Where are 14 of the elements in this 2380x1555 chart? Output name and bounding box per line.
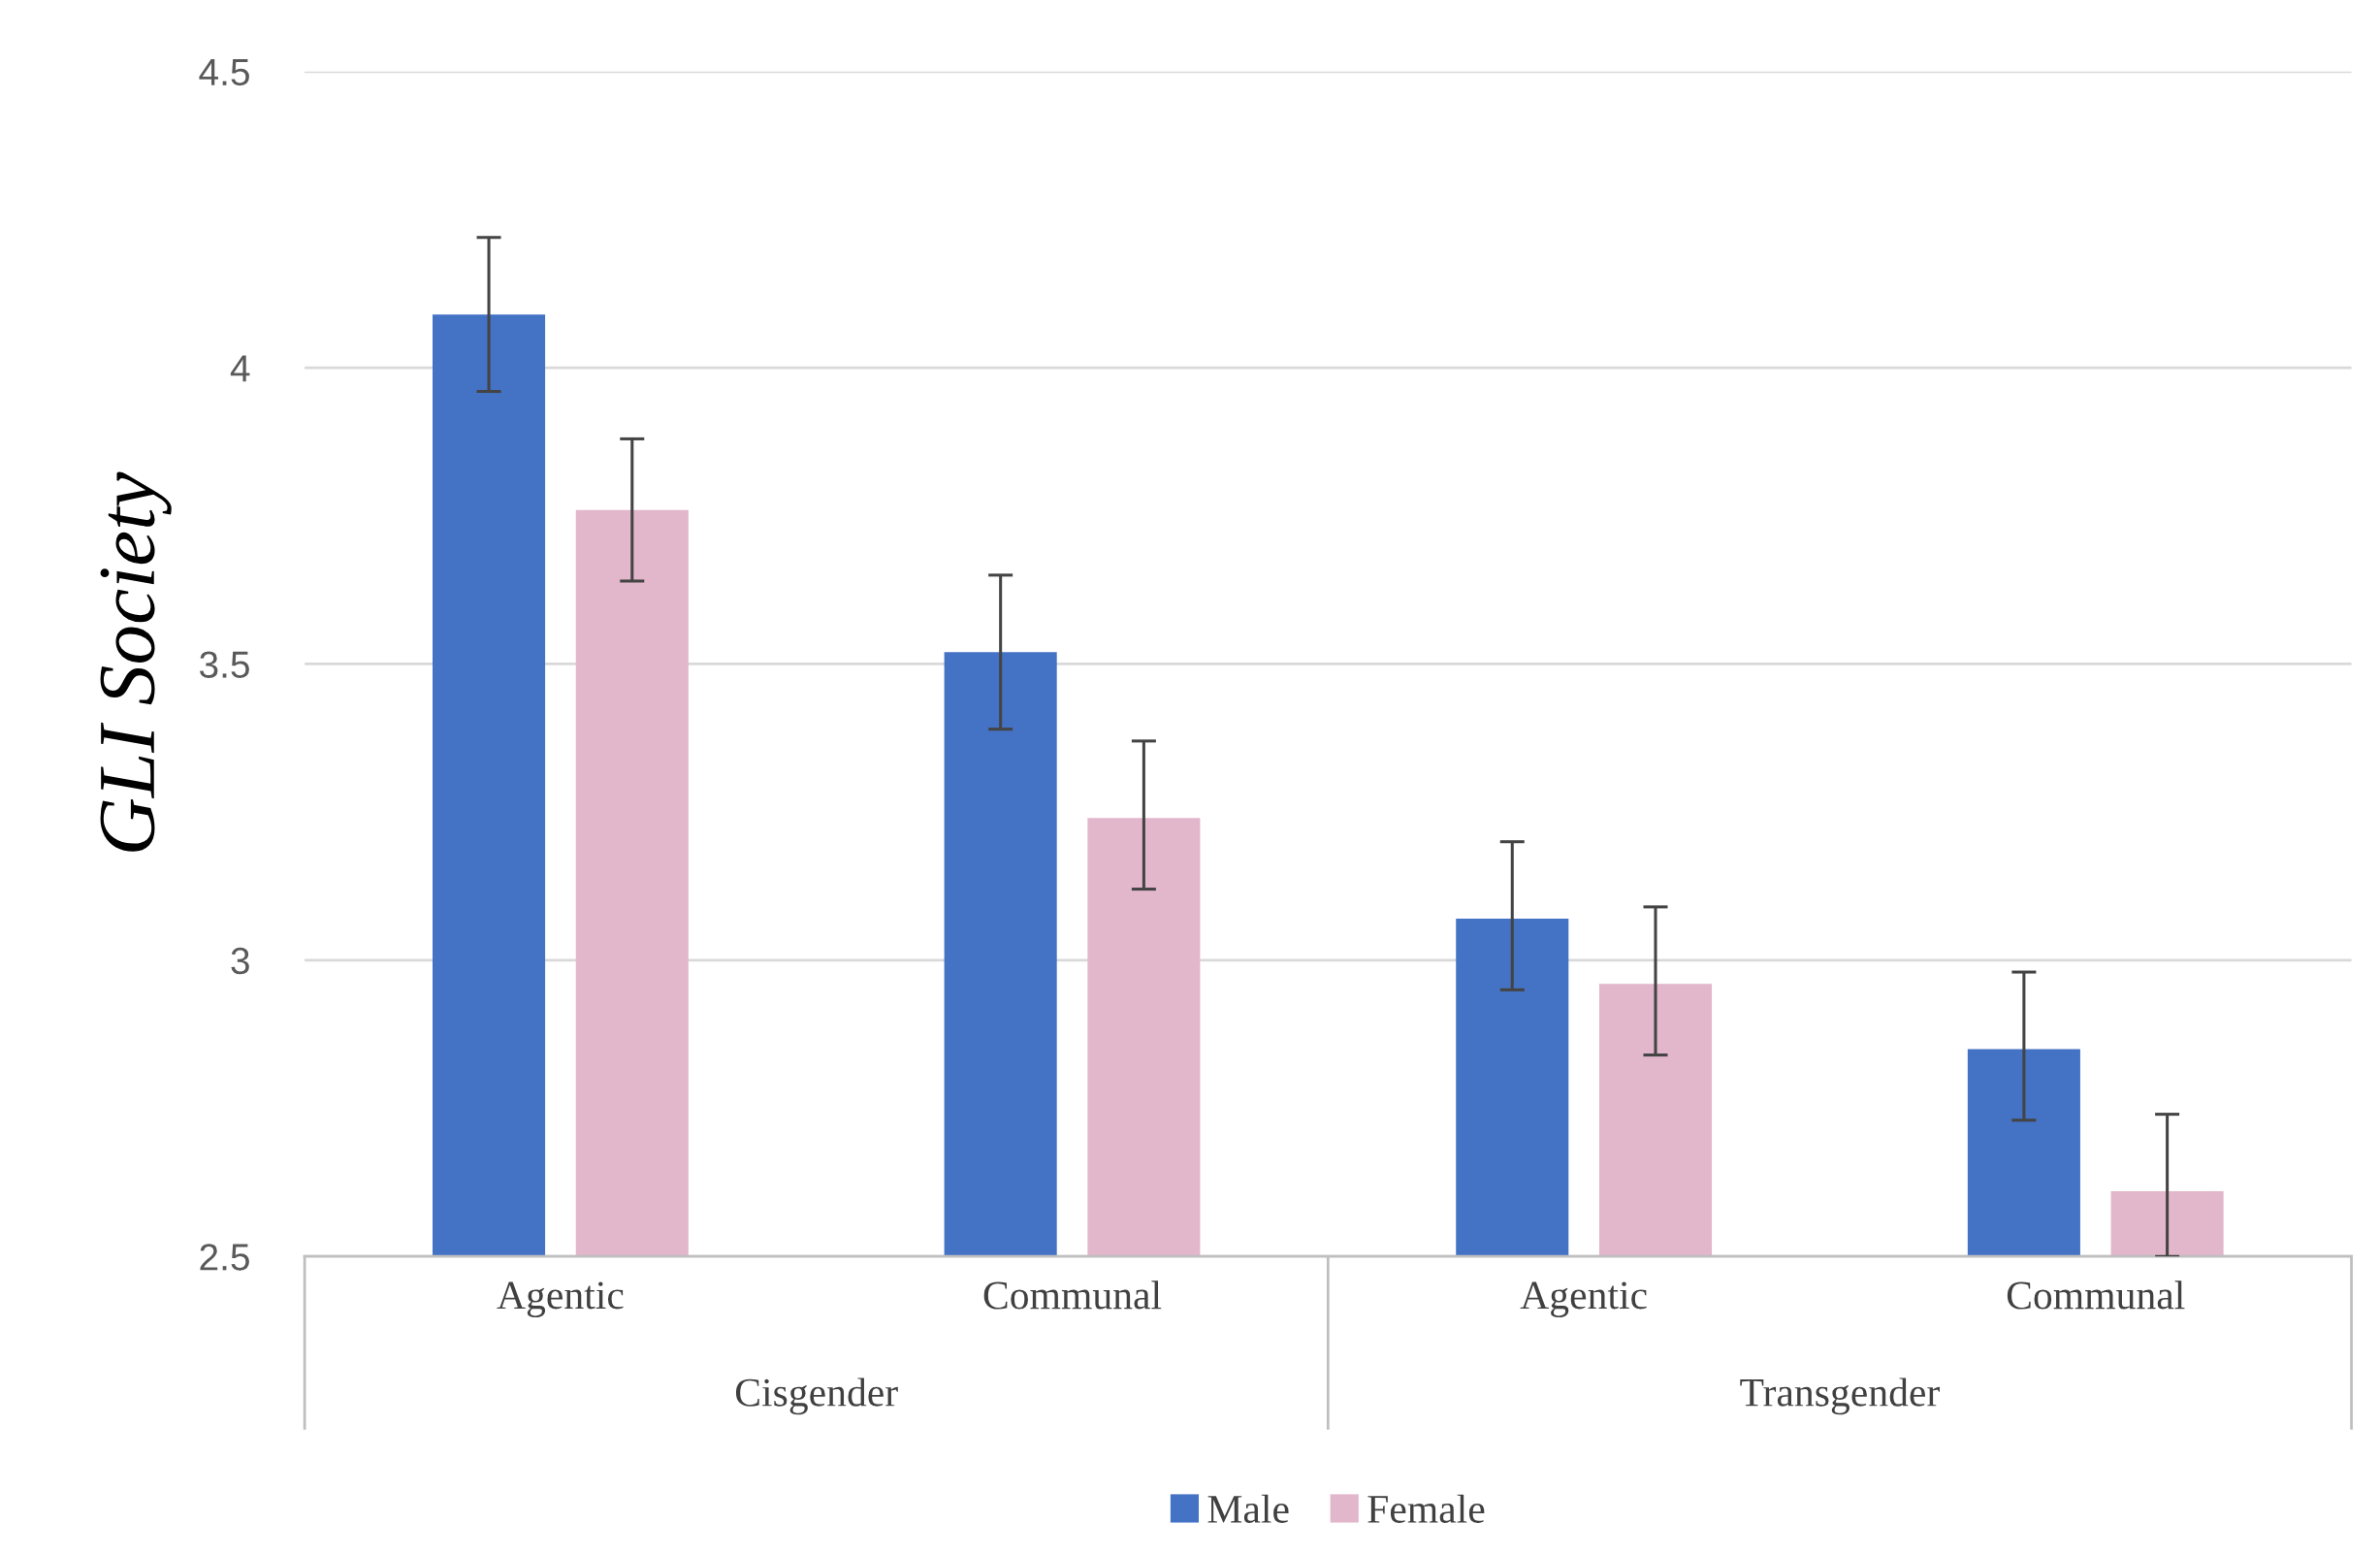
legend-label: Male [1207,1494,1289,1523]
x-tick-label: Communal [983,1280,1162,1310]
y-tick-label: 4.5 [199,59,249,86]
text: Cisgender [735,1377,898,1415]
y-tick-label: 3.5 [199,651,249,678]
y-axis-title: GLI Society [100,471,172,852]
y-tick-label: 4 [230,355,250,382]
legend-label: Female [1367,1494,1485,1523]
x-tick-label: Agentic [497,1281,624,1318]
y-tick-label: 3 [231,947,249,975]
y-tick-label: 2.5 [200,1244,249,1271]
text: Transgender [1740,1377,1940,1415]
x-tick-label: Agentic [1520,1281,1647,1318]
x-tick-label: Communal [2007,1280,2185,1310]
